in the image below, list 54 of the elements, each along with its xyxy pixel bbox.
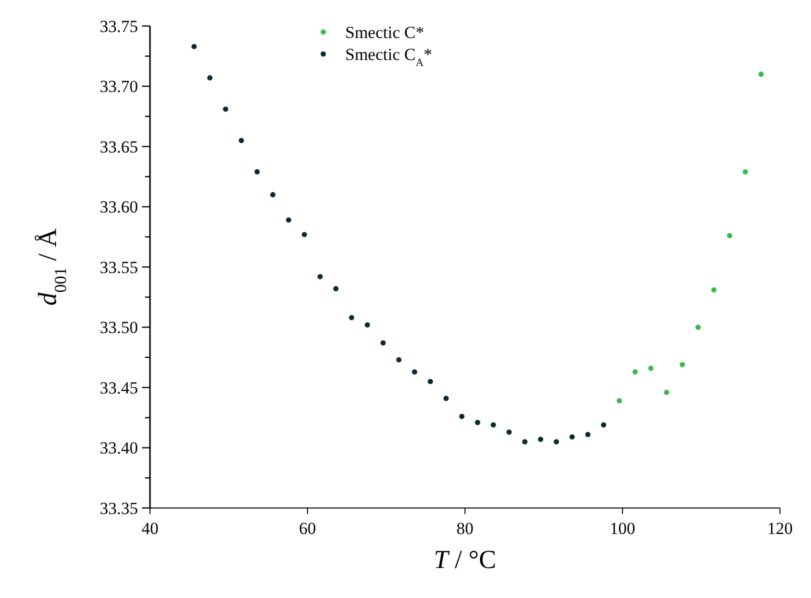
y-tick-label: 33.35 xyxy=(100,498,138,518)
point xyxy=(222,106,228,112)
point xyxy=(443,396,449,401)
x-tick-label: 120 xyxy=(767,519,793,538)
point xyxy=(742,169,748,174)
x-axis-title: T / °C xyxy=(434,545,496,574)
y-tick-label: 33.40 xyxy=(100,438,138,458)
point xyxy=(632,369,638,374)
point xyxy=(585,432,590,438)
point xyxy=(364,322,370,328)
point xyxy=(695,324,701,330)
point xyxy=(396,357,402,362)
y-tick-label: 33.65 xyxy=(100,137,138,156)
point xyxy=(758,72,764,77)
legend-label: Smectic C$_{A}$* xyxy=(345,45,432,69)
y-tick-label: 33.55 xyxy=(100,258,138,277)
point xyxy=(317,274,323,280)
point xyxy=(412,369,418,374)
point xyxy=(648,366,654,371)
point xyxy=(664,390,670,395)
point xyxy=(554,439,559,444)
x-tick-label: 80 xyxy=(456,519,474,538)
point xyxy=(459,414,464,420)
point xyxy=(506,429,512,435)
point xyxy=(474,420,480,426)
point xyxy=(254,169,260,174)
point xyxy=(207,75,212,80)
point xyxy=(726,233,732,238)
y-tick-label: 33.75 xyxy=(100,16,138,36)
point xyxy=(270,192,276,198)
point xyxy=(238,138,244,144)
point xyxy=(711,287,716,293)
point xyxy=(380,340,386,346)
x-tick-label: 100 xyxy=(610,519,636,538)
y-tick-label: 33.70 xyxy=(100,77,138,96)
point xyxy=(680,362,685,368)
point xyxy=(286,217,292,223)
legend-label: Smectic C* xyxy=(345,23,424,42)
point xyxy=(538,436,544,442)
point xyxy=(333,286,338,292)
y-tick-label: 33.60 xyxy=(100,198,138,217)
y-tick-label: 33.50 xyxy=(100,318,138,338)
point xyxy=(428,378,433,384)
point xyxy=(600,422,606,428)
point xyxy=(348,314,354,320)
point xyxy=(569,434,575,440)
y-tick-label: 33.45 xyxy=(100,378,138,398)
x-tick-label: 40 xyxy=(142,519,158,538)
point xyxy=(522,439,528,444)
point xyxy=(302,232,307,238)
point xyxy=(191,44,197,50)
point xyxy=(490,422,496,428)
x-tick-label: 60 xyxy=(299,519,316,538)
point xyxy=(616,398,622,404)
